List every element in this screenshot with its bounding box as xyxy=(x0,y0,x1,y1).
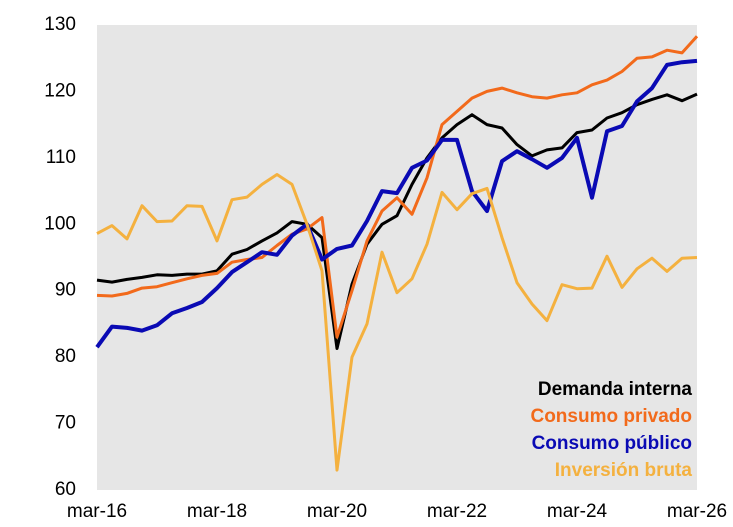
series-line xyxy=(95,58,698,349)
y-tick-label: 60 xyxy=(55,479,76,500)
plot-area xyxy=(97,25,697,490)
legend-entry: Inversión bruta xyxy=(555,460,693,481)
y-tick-label: 120 xyxy=(44,80,76,101)
y-tick-label: 130 xyxy=(44,14,76,35)
series-line xyxy=(96,92,698,350)
y-tick-label: 110 xyxy=(46,147,76,168)
x-tick-label: mar-26 xyxy=(667,501,727,522)
legend-entry: Demanda interna xyxy=(538,379,693,400)
x-tick-label: mar-24 xyxy=(547,501,608,522)
x-tick-label: mar-20 xyxy=(307,501,367,522)
series-line xyxy=(96,173,698,472)
y-tick-label: 90 xyxy=(55,280,76,301)
x-tick-label: mar-16 xyxy=(67,501,127,522)
y-tick-label: 80 xyxy=(55,346,76,367)
legend-entry: Consumo público xyxy=(532,433,692,454)
y-tick-label: 70 xyxy=(55,413,76,434)
x-tick-label: mar-18 xyxy=(187,501,247,522)
legend-entry: Consumo privado xyxy=(530,406,692,427)
x-tick-label: mar-22 xyxy=(427,501,487,522)
series-line xyxy=(96,35,699,339)
y-tick-label: 100 xyxy=(44,213,76,234)
